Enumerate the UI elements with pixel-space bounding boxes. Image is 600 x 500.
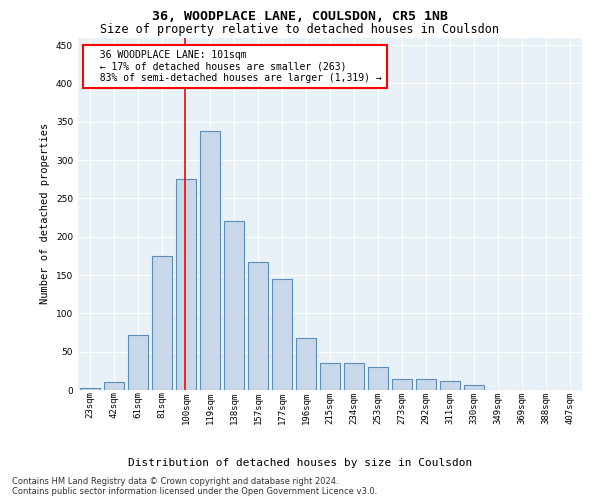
Bar: [200, 131, 220, 390]
Bar: [440, 381, 460, 390]
Bar: [296, 338, 316, 390]
Text: Contains HM Land Registry data © Crown copyright and database right 2024.: Contains HM Land Registry data © Crown c…: [12, 478, 338, 486]
Bar: [176, 180, 196, 390]
Bar: [464, 386, 484, 390]
Bar: [368, 367, 388, 390]
Bar: [224, 222, 244, 390]
Bar: [392, 378, 412, 390]
Text: Size of property relative to detached houses in Coulsdon: Size of property relative to detached ho…: [101, 22, 499, 36]
Bar: [344, 363, 364, 390]
Text: Contains public sector information licensed under the Open Government Licence v3: Contains public sector information licen…: [12, 488, 377, 496]
Bar: [320, 363, 340, 390]
Bar: [80, 388, 100, 390]
Bar: [104, 382, 124, 390]
Bar: [152, 256, 172, 390]
Text: Distribution of detached houses by size in Coulsdon: Distribution of detached houses by size …: [128, 458, 472, 468]
Text: 36 WOODPLACE LANE: 101sqm
  ← 17% of detached houses are smaller (263)
  83% of : 36 WOODPLACE LANE: 101sqm ← 17% of detac…: [88, 50, 382, 83]
Bar: [248, 262, 268, 390]
Bar: [416, 378, 436, 390]
Y-axis label: Number of detached properties: Number of detached properties: [40, 123, 50, 304]
Text: 36, WOODPLACE LANE, COULSDON, CR5 1NB: 36, WOODPLACE LANE, COULSDON, CR5 1NB: [152, 10, 448, 23]
Bar: [128, 335, 148, 390]
Bar: [272, 279, 292, 390]
